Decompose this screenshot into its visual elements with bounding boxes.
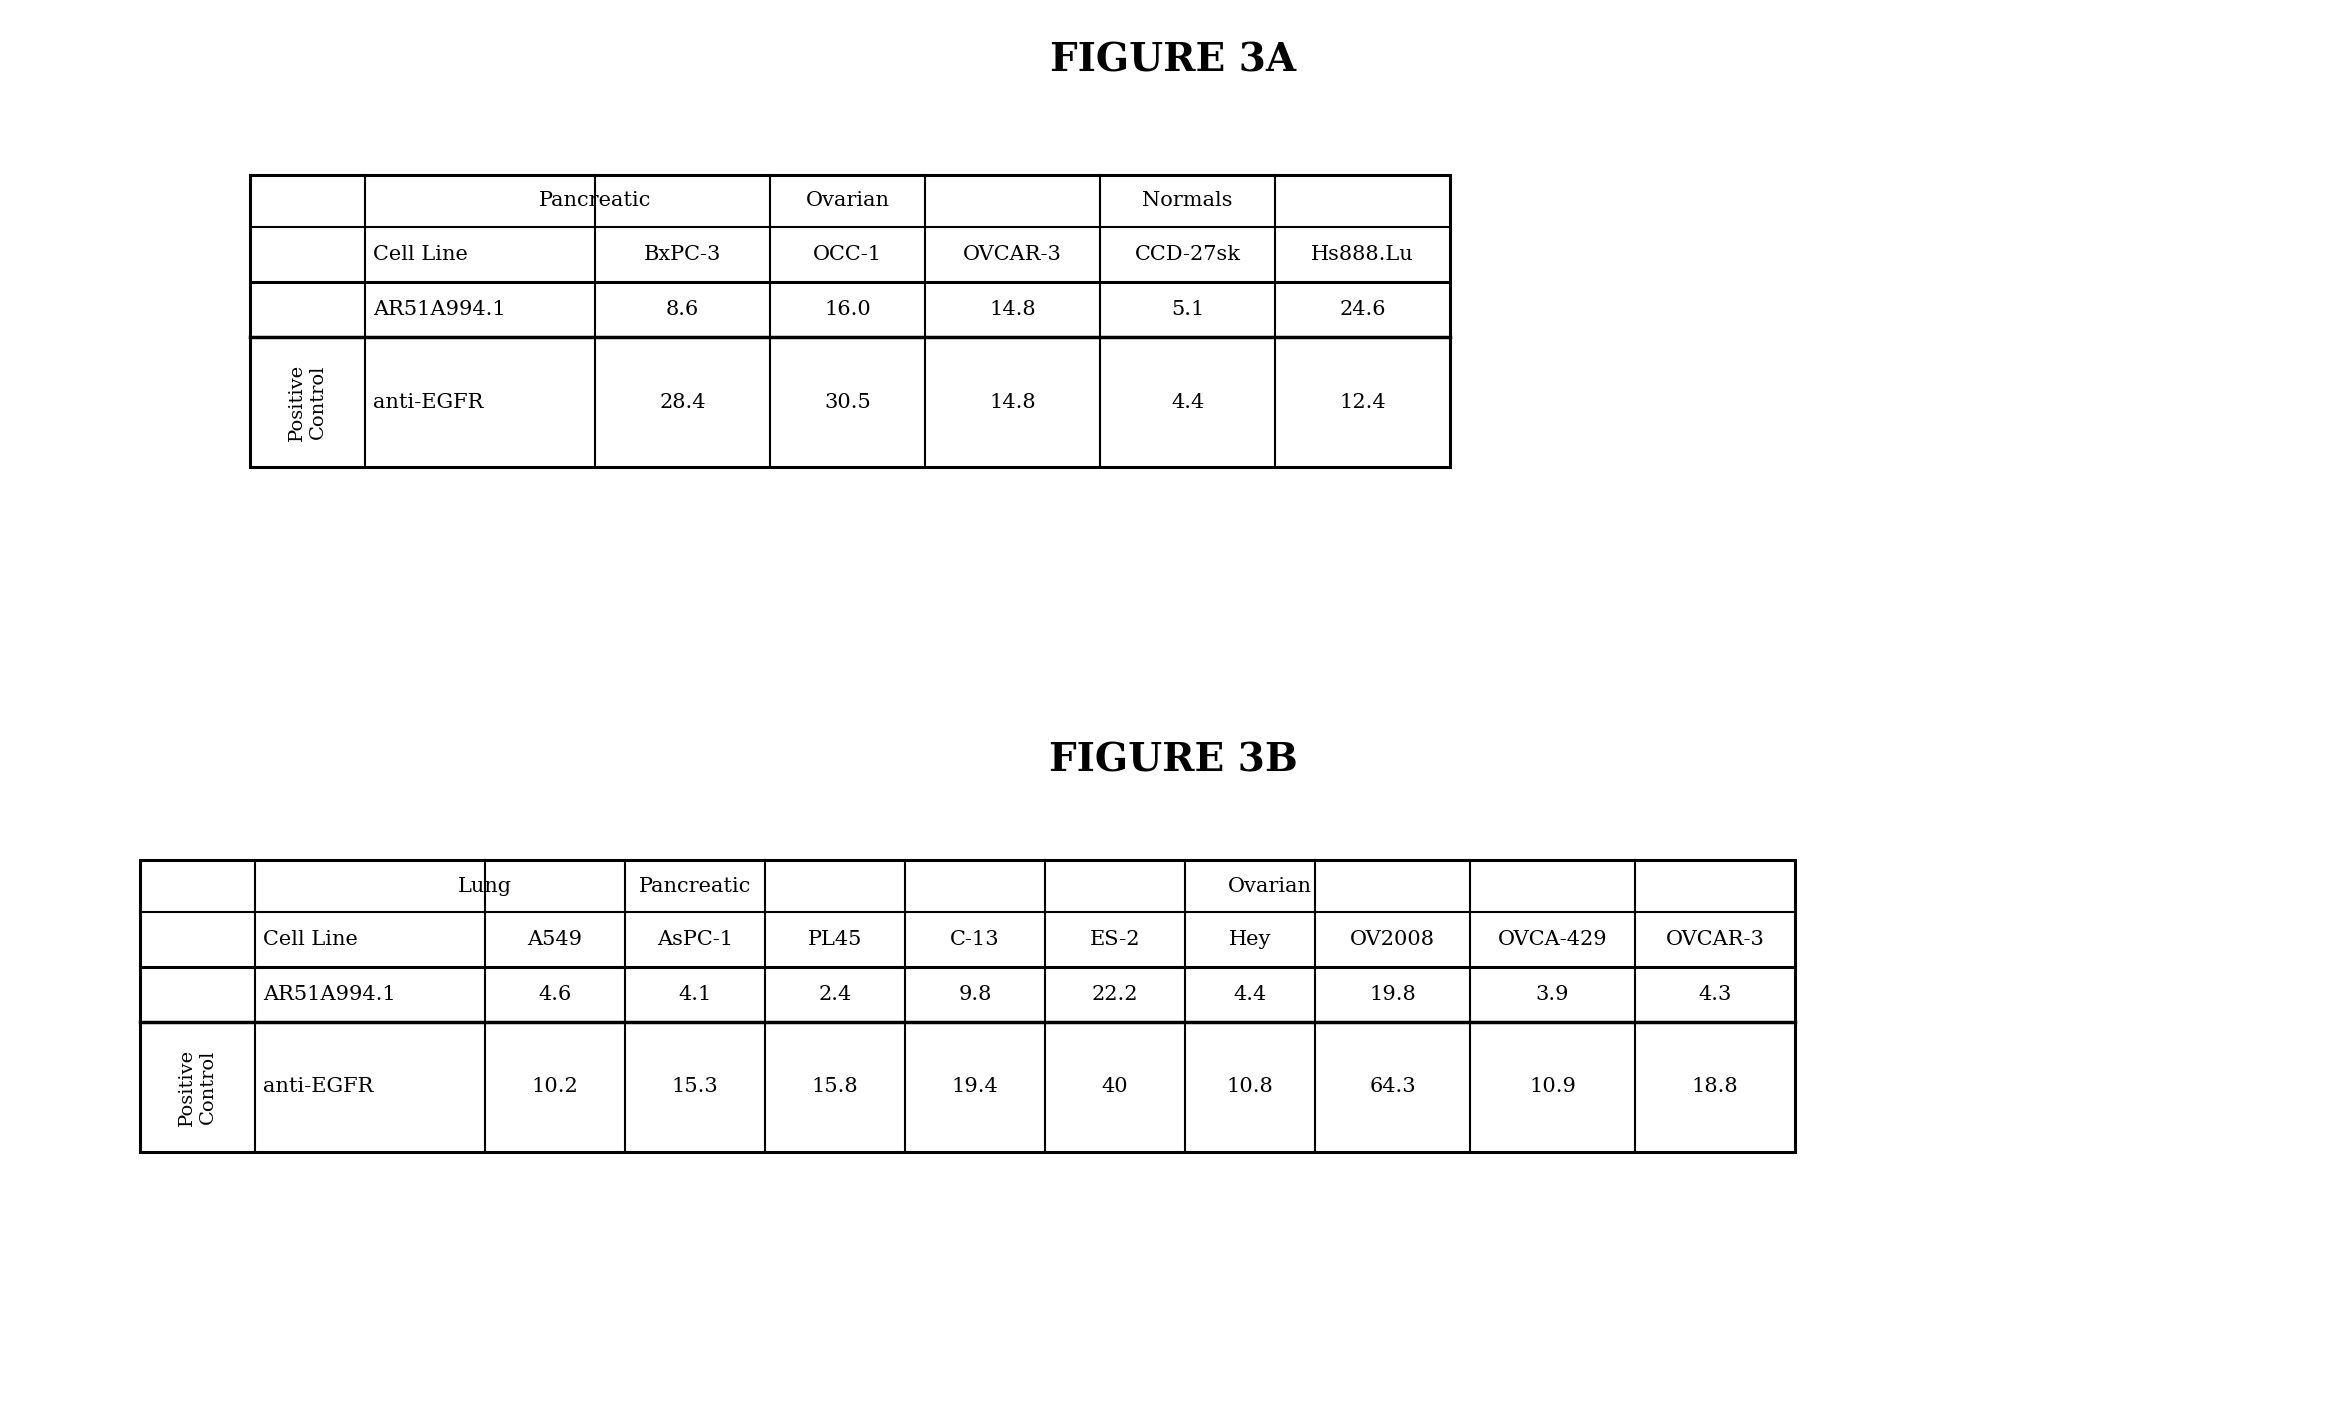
Text: Cell Line: Cell Line: [263, 930, 359, 948]
Text: Lung: Lung: [457, 877, 511, 895]
Text: AR51A994.1: AR51A994.1: [373, 300, 507, 318]
Text: 4.4: 4.4: [1171, 393, 1203, 411]
Text: OV2008: OV2008: [1349, 930, 1436, 948]
Text: 9.8: 9.8: [957, 985, 992, 1005]
Text: AsPC-1: AsPC-1: [657, 930, 732, 948]
Text: Positive
Control: Positive Control: [178, 1048, 216, 1125]
Text: 5.1: 5.1: [1171, 300, 1203, 318]
Text: 16.0: 16.0: [823, 300, 870, 318]
Text: 14.8: 14.8: [990, 300, 1037, 318]
Text: 19.8: 19.8: [1370, 985, 1417, 1005]
Text: Pancreatic: Pancreatic: [638, 877, 751, 895]
Text: FIGURE 3B: FIGURE 3B: [1049, 741, 1297, 779]
Text: Hey: Hey: [1229, 930, 1272, 948]
Text: 12.4: 12.4: [1340, 393, 1386, 411]
Text: Pancreatic: Pancreatic: [540, 191, 652, 210]
Text: A549: A549: [528, 930, 582, 948]
Text: OVCAR-3: OVCAR-3: [1666, 930, 1764, 948]
Text: anti-EGFR: anti-EGFR: [373, 393, 483, 411]
Text: 4.6: 4.6: [537, 985, 572, 1005]
Text: 10.9: 10.9: [1530, 1078, 1577, 1097]
Text: FIGURE 3A: FIGURE 3A: [1051, 41, 1295, 79]
Text: Hs888.Lu: Hs888.Lu: [1311, 246, 1415, 264]
Text: 4.1: 4.1: [678, 985, 711, 1005]
Text: 28.4: 28.4: [659, 393, 706, 411]
Text: 4.3: 4.3: [1699, 985, 1731, 1005]
Text: Cell Line: Cell Line: [373, 246, 467, 264]
Text: 2.4: 2.4: [819, 985, 852, 1005]
Text: 8.6: 8.6: [666, 300, 699, 318]
Text: 15.8: 15.8: [812, 1078, 859, 1097]
Text: CCD-27sk: CCD-27sk: [1135, 246, 1241, 264]
Text: 4.4: 4.4: [1234, 985, 1267, 1005]
Bar: [141, 860, 1795, 1152]
Text: 3.9: 3.9: [1537, 985, 1569, 1005]
Text: PL45: PL45: [807, 930, 863, 948]
Text: BxPC-3: BxPC-3: [643, 246, 720, 264]
Text: 19.4: 19.4: [952, 1078, 999, 1097]
Text: OVCA-429: OVCA-429: [1497, 930, 1607, 948]
Text: AR51A994.1: AR51A994.1: [263, 985, 396, 1005]
Text: 40: 40: [1103, 1078, 1128, 1097]
Text: 14.8: 14.8: [990, 393, 1037, 411]
Text: C-13: C-13: [950, 930, 999, 948]
Bar: [251, 175, 1450, 467]
Text: 15.3: 15.3: [671, 1078, 718, 1097]
Text: 24.6: 24.6: [1340, 300, 1386, 318]
Text: OCC-1: OCC-1: [814, 246, 882, 264]
Text: Positive
Control: Positive Control: [289, 363, 326, 441]
Text: 10.8: 10.8: [1227, 1078, 1274, 1097]
Text: OVCAR-3: OVCAR-3: [964, 246, 1063, 264]
Text: anti-EGFR: anti-EGFR: [263, 1078, 373, 1097]
Text: 10.2: 10.2: [533, 1078, 579, 1097]
Text: 22.2: 22.2: [1091, 985, 1138, 1005]
Text: 64.3: 64.3: [1370, 1078, 1417, 1097]
Text: ES-2: ES-2: [1091, 930, 1140, 948]
Text: Ovarian: Ovarian: [805, 191, 889, 210]
Text: Ovarian: Ovarian: [1227, 877, 1311, 895]
Text: 18.8: 18.8: [1691, 1078, 1738, 1097]
Text: 30.5: 30.5: [823, 393, 870, 411]
Text: Normals: Normals: [1143, 191, 1232, 210]
